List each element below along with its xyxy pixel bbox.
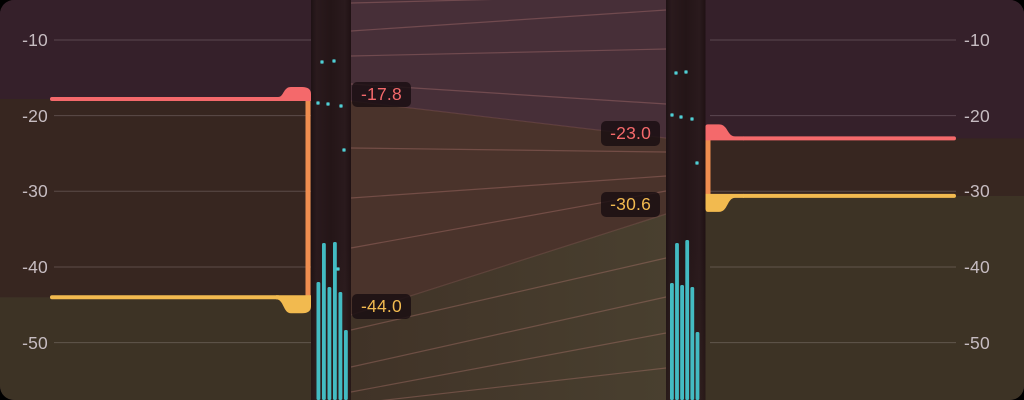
right-level-dots	[670, 70, 699, 165]
left-threshold-value-badge[interactable]: -17.8	[352, 81, 411, 107]
right-meter-bars	[670, 240, 700, 400]
left-threshold-line[interactable]	[50, 87, 311, 102]
left-level-dots	[316, 59, 346, 271]
right-floor-line[interactable]	[705, 193, 957, 212]
right-panel	[705, 0, 1024, 400]
left-floor-value-badge[interactable]: -44.0	[352, 293, 411, 319]
left-panel	[0, 0, 311, 400]
right-threshold-line[interactable]	[705, 124, 957, 141]
transfer-region	[310, 0, 706, 400]
right-threshold-value-badge[interactable]: -23.0	[601, 120, 660, 146]
left-floor-line[interactable]	[50, 295, 311, 314]
right-floor-value-badge[interactable]: -30.6	[601, 192, 660, 218]
left-range-line[interactable]	[305, 99, 311, 298]
right-range-line[interactable]	[705, 138, 711, 196]
grid-lines	[54, 39, 956, 344]
left-meter-bars	[316, 242, 348, 400]
